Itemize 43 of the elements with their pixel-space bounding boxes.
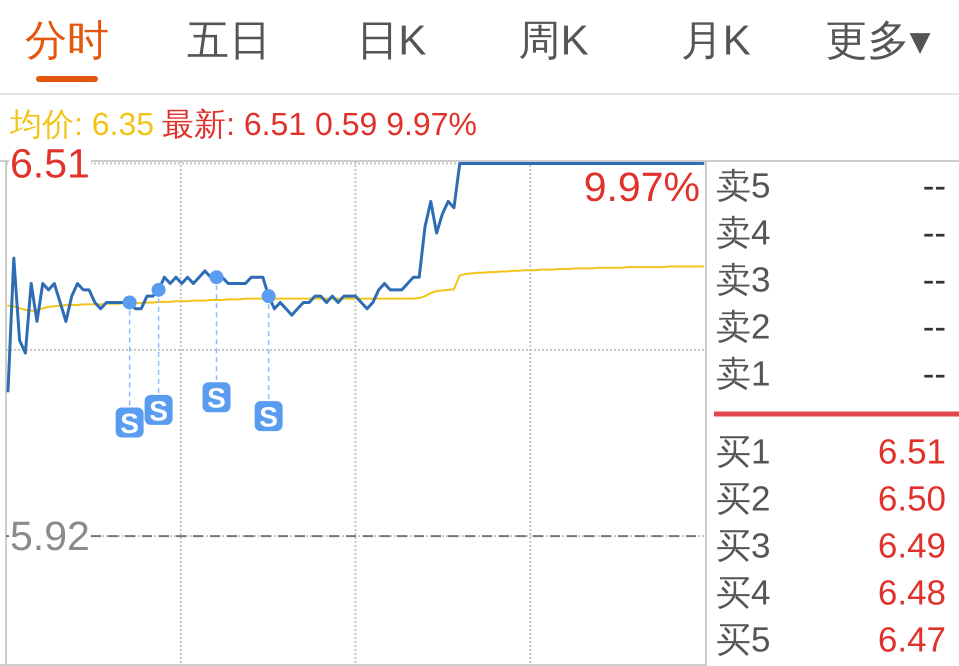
category-label: 买5 bbox=[716, 620, 770, 660]
point bbox=[122, 295, 137, 310]
category-label: 卖5 bbox=[716, 166, 770, 206]
data-label: S bbox=[120, 408, 139, 439]
line-series bbox=[7, 265, 704, 312]
category-label: 五日 bbox=[187, 16, 272, 64]
category-label: 分时 bbox=[25, 16, 109, 64]
data-label: -- bbox=[922, 260, 946, 300]
text: 均价: 6.35 bbox=[9, 106, 154, 142]
data-label: -- bbox=[922, 354, 946, 394]
category-label: 周K bbox=[518, 16, 589, 64]
category-label: 卖2 bbox=[716, 308, 770, 346]
category-label: 卖3 bbox=[716, 260, 770, 300]
data-label: 6.48 bbox=[878, 574, 946, 612]
category-label: 买3 bbox=[716, 526, 770, 566]
data-label: 6.49 bbox=[878, 526, 946, 566]
category-label: 日K bbox=[356, 16, 426, 64]
category-label: 买1 bbox=[716, 432, 770, 472]
signal-label: S bbox=[202, 285, 230, 414]
signal-label: S bbox=[254, 304, 283, 433]
data-label: S bbox=[207, 382, 226, 414]
point bbox=[152, 282, 166, 297]
point bbox=[210, 270, 224, 284]
y-tick-label: 5.92 bbox=[10, 513, 90, 560]
data-label: S bbox=[149, 395, 168, 426]
data-label: -- bbox=[922, 214, 946, 252]
data-label: 6.51 bbox=[878, 432, 946, 472]
data-label: 6.50 bbox=[878, 480, 946, 518]
category-label: 月K bbox=[680, 16, 751, 64]
data-label: -- bbox=[922, 308, 946, 346]
point bbox=[262, 289, 276, 304]
category-label: 卖1 bbox=[716, 354, 770, 394]
annotation: 9.97% bbox=[584, 164, 700, 210]
category-label: 买4 bbox=[716, 574, 770, 612]
category-label: 买2 bbox=[716, 480, 770, 518]
category-label: 更多▾ bbox=[825, 16, 931, 64]
signal-label: S bbox=[116, 310, 144, 439]
data-label: -- bbox=[922, 166, 946, 206]
chart-subtitle: 最新: 6.51 0.59 9.97% bbox=[162, 106, 477, 142]
data-label: S bbox=[259, 402, 278, 433]
category-label: 卖4 bbox=[716, 214, 770, 252]
signal-label: S bbox=[144, 298, 173, 426]
data-label: 6.47 bbox=[878, 620, 946, 660]
